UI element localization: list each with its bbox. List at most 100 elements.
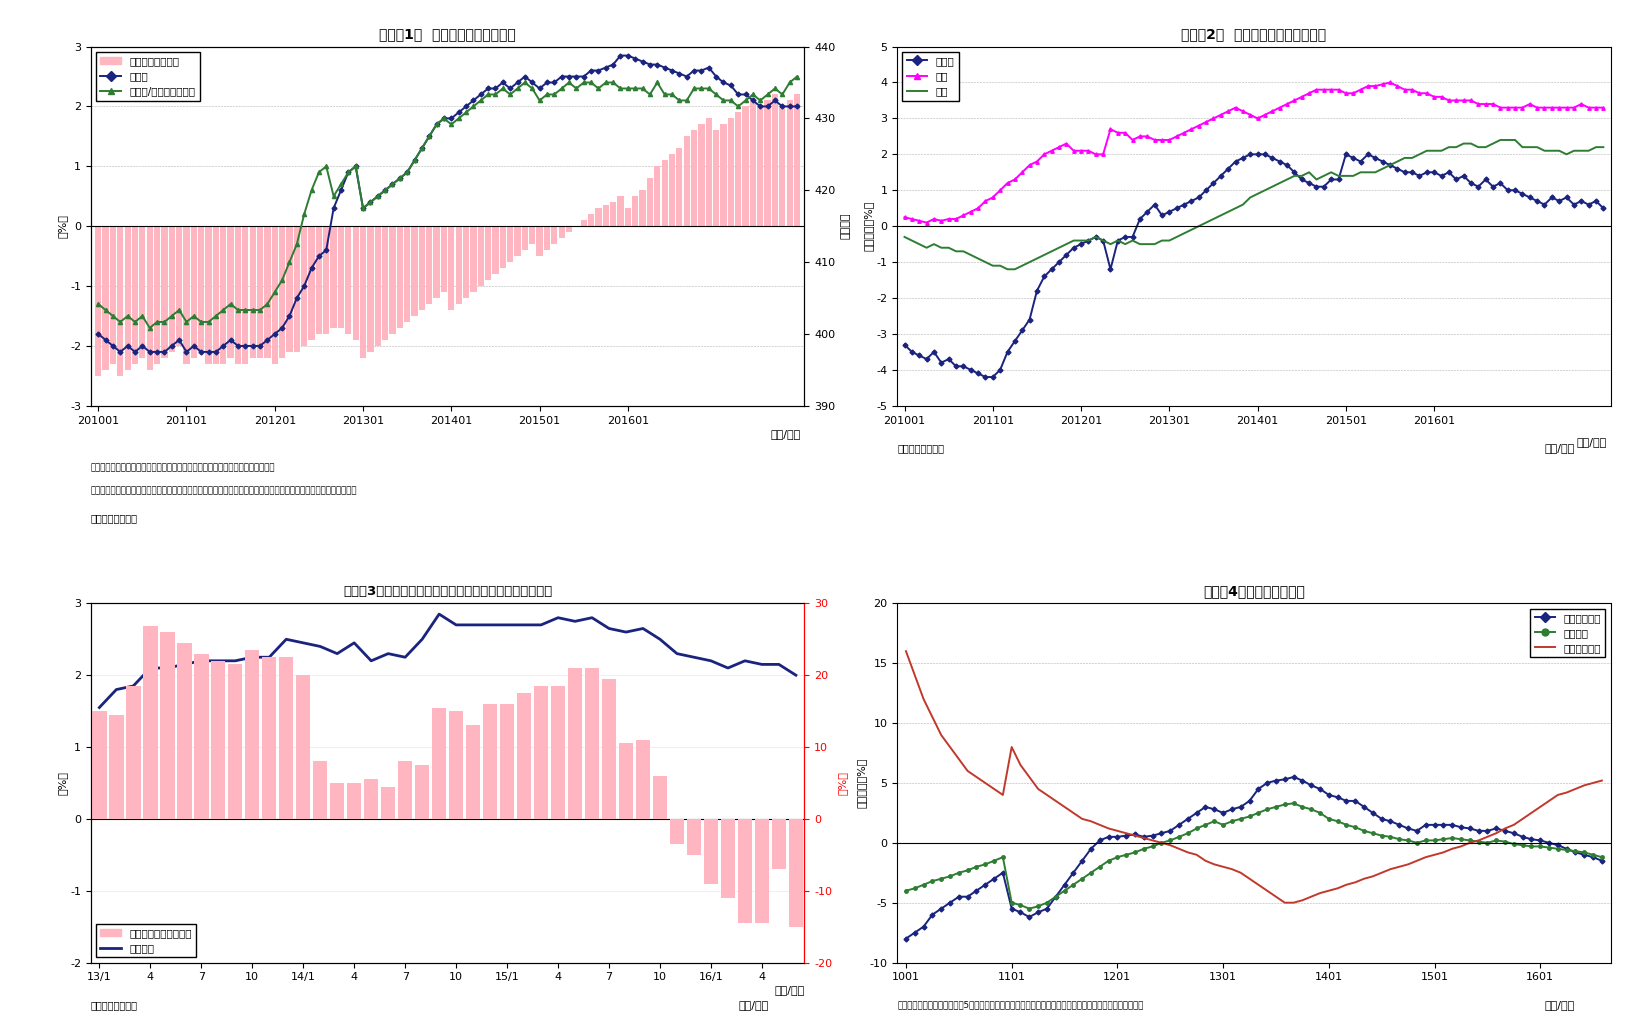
Bar <box>757 107 763 227</box>
Bar <box>482 704 497 819</box>
Bar <box>367 227 373 352</box>
Y-axis label: （前年比、%）: （前年比、%） <box>864 201 874 252</box>
Y-axis label: （前年比、%）: （前年比、%） <box>857 758 867 808</box>
Bar <box>279 227 286 358</box>
Bar <box>382 787 395 819</box>
Bar <box>211 660 226 819</box>
Bar <box>448 227 454 310</box>
Bar <box>501 704 514 819</box>
Legend: 都銀等, 地銀, 信金: 都銀等, 地銀, 信金 <box>902 52 958 100</box>
Bar <box>244 650 259 819</box>
Bar <box>228 227 233 358</box>
Bar <box>258 227 263 358</box>
Bar <box>624 208 631 227</box>
Bar <box>243 227 248 364</box>
Bar <box>398 762 413 819</box>
Bar <box>738 819 752 923</box>
Bar <box>124 227 131 369</box>
Bar <box>610 202 616 227</box>
Bar <box>426 227 433 304</box>
Bar <box>109 715 124 819</box>
Bar <box>228 664 243 819</box>
Text: （資料）日本銀行　　（注）5月分まで（末残ベース）、大・中堅企業は「法人」－「中小企業」にて算出: （資料）日本銀行 （注）5月分まで（末残ベース）、大・中堅企業は「法人」－「中小… <box>897 1000 1143 1009</box>
Bar <box>633 197 638 227</box>
Bar <box>160 632 175 819</box>
Bar <box>220 227 226 364</box>
Bar <box>109 227 116 364</box>
Bar <box>720 819 735 898</box>
Bar <box>301 227 307 346</box>
Bar <box>780 107 785 227</box>
Bar <box>588 214 595 227</box>
Bar <box>363 779 378 819</box>
Bar <box>568 668 582 819</box>
Bar <box>249 227 256 358</box>
Title: （図表3）銀行貸出とドル円レート（月次平均の前年比）: （図表3）銀行貸出とドル円レート（月次平均の前年比） <box>344 585 552 598</box>
Text: （年/月）: （年/月） <box>1576 438 1607 447</box>
Text: （年/月）: （年/月） <box>738 1000 768 1010</box>
Bar <box>93 711 107 819</box>
Text: （年/月）: （年/月） <box>1545 1000 1574 1010</box>
Bar <box>177 643 192 819</box>
Bar <box>132 227 139 364</box>
Bar <box>705 118 712 227</box>
Y-axis label: （%）: （%） <box>58 214 68 238</box>
Bar <box>390 227 395 334</box>
Bar <box>154 227 160 364</box>
Bar <box>330 227 337 328</box>
Bar <box>648 178 653 227</box>
Bar <box>522 227 529 250</box>
Bar <box>433 227 439 298</box>
Bar <box>507 227 514 262</box>
Bar <box>360 227 367 358</box>
Bar <box>456 227 463 304</box>
Bar <box>471 227 476 292</box>
Bar <box>126 686 140 819</box>
Bar <box>603 205 610 227</box>
Bar <box>347 782 362 819</box>
Bar <box>375 227 382 346</box>
Bar <box>418 227 425 310</box>
Bar <box>636 740 651 819</box>
Bar <box>552 227 557 244</box>
Text: （注）特殊要因調整後は、為替変動・債権償却・流動化等の影響を考慮したもの: （注）特殊要因調整後は、為替変動・債権償却・流動化等の影響を考慮したもの <box>91 464 276 472</box>
Bar <box>567 227 572 232</box>
Y-axis label: （兆円）: （兆円） <box>841 213 851 239</box>
Bar <box>431 708 446 819</box>
Bar <box>661 160 667 227</box>
Bar <box>669 154 676 227</box>
Bar <box>544 227 550 250</box>
Bar <box>595 208 601 227</box>
Bar <box>139 227 145 358</box>
Bar <box>193 654 208 819</box>
Bar <box>639 190 646 227</box>
Bar <box>669 819 684 844</box>
Bar <box>620 743 633 819</box>
Text: （資料）日本銀行: （資料）日本銀行 <box>91 1000 137 1010</box>
Bar <box>415 765 430 819</box>
Bar <box>786 100 793 227</box>
Bar <box>169 227 175 352</box>
Bar <box>330 782 344 819</box>
Bar <box>213 227 220 364</box>
Legend: 貸出残高（右軸）, 前年比, 前年比/特殊要因調整後: 貸出残高（右軸）, 前年比, 前年比/特殊要因調整後 <box>96 52 200 100</box>
Bar <box>514 227 520 256</box>
Bar <box>558 227 565 238</box>
Bar <box>492 227 499 274</box>
Bar <box>466 726 481 819</box>
Bar <box>324 227 329 334</box>
Bar <box>345 227 352 334</box>
Text: （資料）日本銀行: （資料）日本銀行 <box>897 444 945 453</box>
Bar <box>405 227 410 322</box>
Bar <box>286 227 292 352</box>
Bar <box>190 227 197 358</box>
Bar <box>788 819 803 926</box>
Bar <box>517 693 532 819</box>
Bar <box>312 762 327 819</box>
Bar <box>684 137 691 227</box>
Bar <box>618 197 623 227</box>
Title: （図表4）貸出先別貸出金: （図表4）貸出先別貸出金 <box>1203 584 1305 598</box>
Text: （年/月）: （年/月） <box>775 984 805 995</box>
Bar <box>771 94 778 227</box>
Title: （図表2）  業態別の貸出残高増減率: （図表2） 業態別の貸出残高増減率 <box>1181 27 1327 41</box>
